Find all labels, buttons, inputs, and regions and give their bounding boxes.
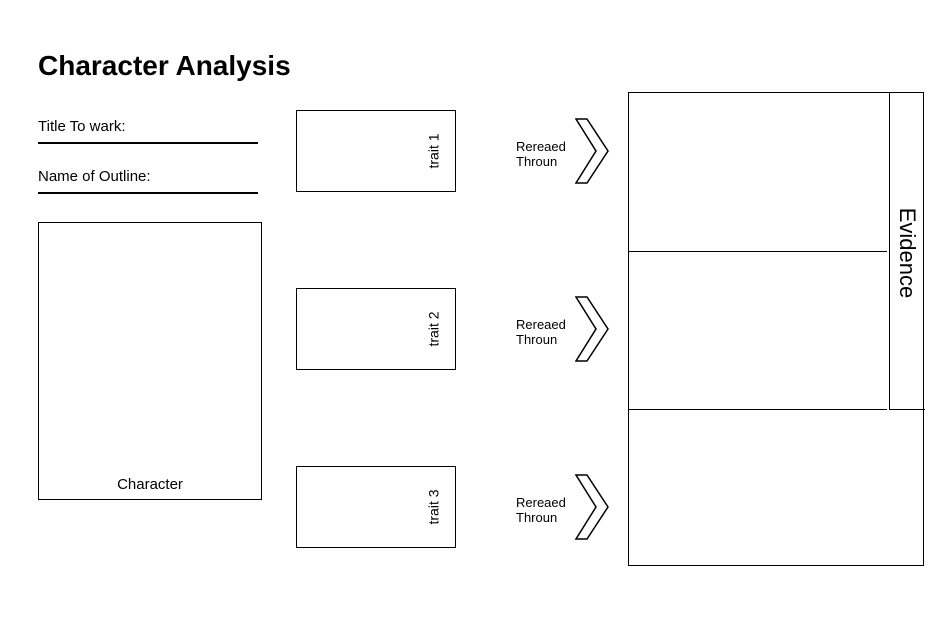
character-box-label: Character: [39, 476, 261, 493]
chevron-icon-1: [575, 118, 609, 184]
evidence-label: Evidence: [894, 203, 920, 303]
arrow-label-3: Rereaed Throun: [516, 496, 566, 526]
evidence-row-sep-2: [629, 409, 887, 410]
arrow-label-2: Rereaed Throun: [516, 318, 566, 348]
trait-box-1: trait 1: [296, 110, 456, 192]
trait-label-2: trait 2: [425, 311, 441, 346]
evidence-side-bottom: [889, 409, 925, 410]
trait-box-3: trait 3: [296, 466, 456, 548]
evidence-row-sep-1: [629, 251, 887, 252]
page-title: Character Analysis: [38, 50, 291, 82]
arrow-label-1: Rereaed Throun: [516, 140, 566, 170]
diagram-canvas: Character Analysis Title To wark: Name o…: [0, 0, 952, 639]
chevron-icon-3: [575, 474, 609, 540]
character-box: Character: [38, 222, 262, 500]
trait-label-1: trait 1: [425, 133, 441, 168]
field-underline-title: [38, 142, 258, 144]
field-label-title: Title To wark:: [38, 118, 126, 135]
chevron-icon-2: [575, 296, 609, 362]
field-underline-outline: [38, 192, 258, 194]
evidence-col-sep: [889, 93, 890, 409]
trait-label-3: trait 3: [425, 489, 441, 524]
evidence-grid: Evidence: [628, 92, 924, 566]
field-label-outline: Name of Outline:: [38, 168, 151, 185]
trait-box-2: trait 2: [296, 288, 456, 370]
